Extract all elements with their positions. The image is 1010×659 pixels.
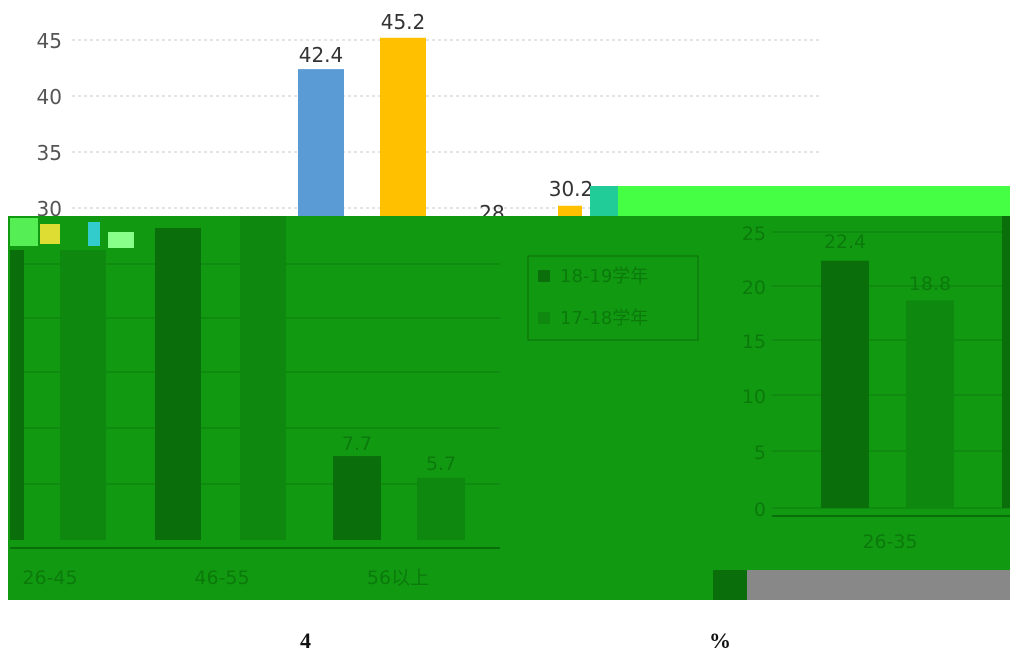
data-label: 22.4 <box>824 231 866 253</box>
bar-series-b-group-1 <box>380 37 426 217</box>
bar-series-a-group-1 <box>298 69 344 217</box>
legend-swatch <box>538 312 550 324</box>
bar-series-a-group-2 <box>558 205 582 216</box>
y-tick-label: 5 <box>754 442 766 464</box>
data-label: 18.8 <box>909 273 951 295</box>
legend: 18-19学年 17-18学年 <box>527 255 699 341</box>
overlay-strip <box>618 186 1010 218</box>
overlay-gray-block <box>747 570 1010 600</box>
y-tick-label: 15 <box>742 331 766 353</box>
legend-swatch <box>538 270 550 282</box>
y-tick-label: 25 <box>742 223 766 245</box>
overlay-glitch <box>88 222 100 246</box>
legend-box <box>527 255 699 341</box>
overlay-glitch <box>40 224 60 244</box>
bar-series-a-group-2 <box>155 228 201 540</box>
data-label: 30.2 <box>549 177 594 201</box>
overlay-dark-block <box>713 570 747 600</box>
bar-series-b-group-2 <box>240 216 286 540</box>
y-tick-label: 45 <box>37 29 62 53</box>
bar-series-a-group-3 <box>333 456 381 540</box>
legend-label: 17-18学年 <box>560 308 648 329</box>
legend-label: 18-19学年 <box>560 266 648 287</box>
x-tick-label: 26-45 <box>22 567 77 589</box>
right-grid <box>772 231 1010 517</box>
overlay-glitch <box>10 218 38 246</box>
y-tick-label: 20 <box>742 277 766 299</box>
data-label: 5.7 <box>426 453 456 475</box>
bar-series-a-group-2 <box>1002 216 1010 508</box>
y-tick-label: 35 <box>37 141 62 165</box>
overlay-glitch <box>108 232 134 248</box>
y-tick-label: 0 <box>754 499 766 521</box>
y-tick-label: 40 <box>37 85 62 109</box>
upper-grid <box>72 39 820 209</box>
data-label: 42.4 <box>299 43 344 67</box>
data-label: 7.7 <box>342 433 372 455</box>
bar-series-b-group-1 <box>60 250 106 540</box>
bar-series-b-group-3 <box>417 477 465 540</box>
x-tick-label: 26-35 <box>862 531 917 553</box>
caption-left: 4 <box>300 628 311 653</box>
bar-series-a-group-1 <box>10 250 24 540</box>
caption-right: % <box>709 628 731 653</box>
bar-series-b-group-1 <box>906 300 954 508</box>
x-tick-label: 46-55 <box>194 567 249 589</box>
y-tick-label: 10 <box>742 386 766 408</box>
overlay-strip-edge <box>590 186 618 218</box>
x-tick-label: 56以上 <box>367 567 429 589</box>
data-label: 45.2 <box>381 10 426 34</box>
bar-series-a-group-1 <box>821 260 869 508</box>
